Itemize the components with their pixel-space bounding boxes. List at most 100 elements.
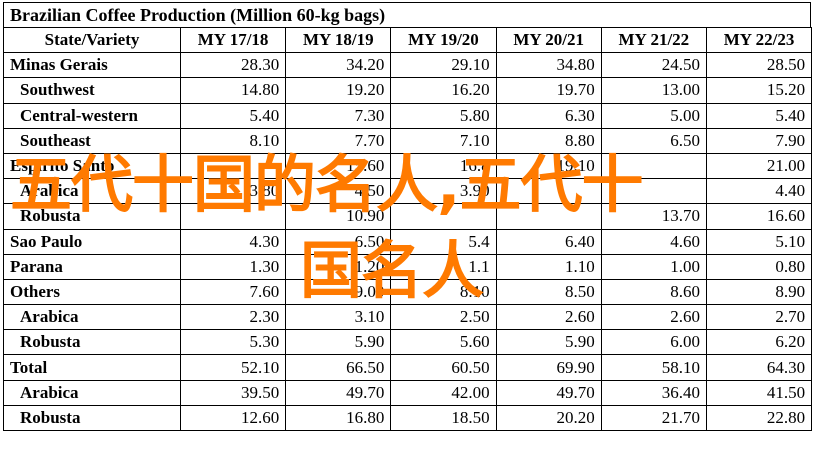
table-cell: 16.8 [390, 152, 497, 180]
column-header: MY 21/22 [600, 26, 707, 54]
table-cell [600, 152, 707, 180]
table-cell: 8.10 [390, 278, 497, 306]
table-row: Arabica 2.30 3.10 2.50 2.60 2.60 2.70 [3, 304, 813, 331]
table-cell: 6.40 [495, 228, 602, 255]
table-cell: 41.50 [705, 379, 813, 406]
table-cell: 5.30 [179, 329, 287, 356]
table-cell: 4.60 [600, 228, 707, 255]
table-cell: 5.4 [390, 228, 497, 255]
table-cell: 1.20 [285, 253, 392, 280]
table-row: Minas Gerais 28.30 34.20 29.10 34.80 24.50 28.… [3, 52, 813, 79]
table-cell: 36.40 [600, 379, 707, 406]
table-cell: 15.20 [705, 77, 813, 104]
table-cell: 7.70 [285, 127, 392, 154]
table-cell: 14.80 [179, 77, 287, 104]
column-header: MY 18/19 [285, 26, 392, 54]
table-body: Minas Gerais 28.30 34.20 29.10 34.80 24.50 28.… [3, 52, 813, 432]
table-row: Sao Paulo 4.30 6.50 5.4 6.40 4.60 5.10 [3, 228, 813, 255]
table-cell: 28.30 [179, 52, 287, 79]
row-label: Sao Paulo [3, 228, 181, 255]
coffee-production-table: State/Variety MY 17/18 MY 18/19 MY 19/20… [3, 26, 813, 432]
table-cell: 49.70 [495, 379, 602, 406]
table-cell: 9.00 [285, 278, 392, 306]
table-cell [390, 203, 497, 230]
table-cell: 3.80 [179, 178, 287, 205]
row-label: Parana [3, 253, 181, 280]
table-cell: 5.60 [390, 329, 497, 356]
table-cell: 66.50 [285, 354, 392, 381]
table-cell: 19.20 [285, 77, 392, 104]
table-row: Others 7.60 9.00 8.10 8.50 8.60 8.90 [3, 278, 813, 306]
row-label: Central-western [3, 102, 181, 129]
table-cell: 5.00 [600, 102, 707, 129]
row-label: Robusta [3, 203, 181, 230]
table-cell: 5.80 [390, 102, 497, 129]
table-row: Total 52.10 66.50 60.50 69.90 58.10 64.30 [3, 354, 813, 381]
table-cell: 42.00 [390, 379, 497, 406]
row-label: Southwest [3, 77, 181, 104]
table-cell: 5.40 [705, 102, 813, 129]
table-cell [179, 203, 287, 230]
table-cell: 8.50 [495, 278, 602, 306]
table-cell: 8.80 [495, 127, 602, 154]
table-cell: 12.60 [179, 404, 287, 432]
table-cell: 6.50 [285, 228, 392, 255]
column-header: MY 17/18 [179, 26, 287, 54]
table-row: Robusta 12.60 16.80 18.50 20.20 21.70 22.80 [3, 404, 813, 432]
table-row: Southwest 14.80 19.20 16.20 19.70 13.00 15.20 [3, 77, 813, 104]
table-cell: 19.10 [495, 152, 602, 180]
row-label: Minas Gerais [3, 52, 181, 79]
table-cell: 8.60 [600, 278, 707, 306]
table-cell: 5.40 [179, 102, 287, 129]
table-cell: 60.50 [390, 354, 497, 381]
row-label: Total [3, 354, 181, 381]
table-cell: 4.50 [285, 178, 392, 205]
table-cell: 22.80 [705, 404, 813, 432]
table-cell: 0.80 [705, 253, 813, 280]
table-cell: 7.30 [285, 102, 392, 129]
table-cell: 7.90 [705, 127, 813, 154]
row-label: Robusta [3, 404, 181, 432]
table-cell: 2.60 [495, 304, 602, 331]
table-cell: 8.10 [179, 127, 287, 154]
row-label: Others [3, 278, 181, 306]
table-cell [495, 178, 602, 205]
table-title: Brazilian Coffee Production (Million 60-… [10, 5, 386, 25]
table-cell: 5.90 [285, 329, 392, 356]
table-cell: 13.00 [600, 77, 707, 104]
table-cell: 2.30 [179, 304, 287, 331]
table-cell: 21.00 [705, 152, 813, 180]
table-cell: 34.80 [495, 52, 602, 79]
table-cell [179, 152, 287, 180]
table-cell: 6.00 [600, 329, 707, 356]
table-cell: 7.60 [179, 278, 287, 306]
table-cell [495, 203, 602, 230]
table-row: Southeast 8.10 7.70 7.10 8.80 6.50 7.90 [3, 127, 813, 154]
table-cell: 4.40 [705, 178, 813, 205]
table-cell: 49.70 [285, 379, 392, 406]
table-cell: 21.70 [600, 404, 707, 432]
table-cell [600, 178, 707, 205]
table-cell: 64.30 [705, 354, 813, 381]
column-header: State/Variety [3, 26, 181, 54]
table-row: Central-western 5.40 7.30 5.80 6.30 5.00 5.40 [3, 102, 813, 129]
table-cell: 6.20 [705, 329, 813, 356]
table-cell: 1.00 [600, 253, 707, 280]
table-cell: 7.10 [390, 127, 497, 154]
table-cell: 5.10 [705, 228, 813, 255]
table-cell: 24.50 [600, 52, 707, 79]
row-label: Arabica [3, 304, 181, 331]
table-cell: 3.90 [390, 178, 497, 205]
table-cell: 34.20 [285, 52, 392, 79]
column-header: MY 22/23 [705, 26, 813, 54]
table-cell: 1.1 [390, 253, 497, 280]
row-label: Arabica [3, 178, 181, 205]
table-cell: 20.20 [495, 404, 602, 432]
table-cell: 16.20 [390, 77, 497, 104]
column-header: MY 20/21 [495, 26, 602, 54]
table-cell: 2.70 [705, 304, 813, 331]
table-title-row: Brazilian Coffee Production (Million 60-… [3, 2, 811, 27]
table-cell: 52.10 [179, 354, 287, 381]
table-row: Robusta 10.90 13.70 16.60 [3, 203, 813, 230]
row-label: Robusta [3, 329, 181, 356]
